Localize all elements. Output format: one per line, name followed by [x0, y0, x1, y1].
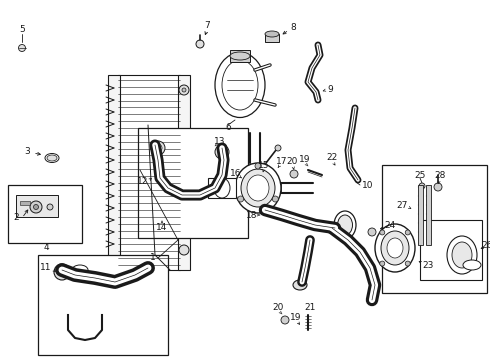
- Text: 18: 18: [246, 211, 258, 220]
- Circle shape: [19, 45, 25, 51]
- Circle shape: [218, 148, 226, 156]
- Circle shape: [419, 183, 425, 189]
- Ellipse shape: [387, 238, 403, 258]
- Circle shape: [47, 204, 53, 210]
- Circle shape: [54, 264, 70, 280]
- Bar: [118, 75, 180, 270]
- Text: 21: 21: [304, 303, 316, 312]
- Text: 6: 6: [225, 123, 231, 132]
- Circle shape: [255, 163, 261, 169]
- Ellipse shape: [45, 153, 59, 162]
- Circle shape: [405, 230, 410, 235]
- Circle shape: [154, 144, 162, 152]
- Text: 27: 27: [396, 201, 408, 210]
- Circle shape: [58, 268, 66, 276]
- Ellipse shape: [230, 52, 250, 60]
- Circle shape: [179, 245, 189, 255]
- Ellipse shape: [265, 31, 279, 37]
- Text: 14: 14: [156, 224, 168, 233]
- Ellipse shape: [235, 163, 281, 213]
- Text: 28: 28: [434, 171, 446, 180]
- Circle shape: [368, 228, 376, 236]
- Circle shape: [179, 85, 189, 95]
- Circle shape: [33, 204, 39, 210]
- Ellipse shape: [463, 260, 481, 270]
- Ellipse shape: [334, 211, 356, 239]
- Circle shape: [380, 261, 385, 266]
- Circle shape: [272, 196, 278, 202]
- Bar: [420, 220, 482, 280]
- Circle shape: [182, 88, 186, 92]
- Bar: [265, 34, 279, 42]
- Text: 10: 10: [362, 180, 374, 189]
- Ellipse shape: [375, 224, 415, 272]
- Circle shape: [238, 196, 244, 202]
- Text: 4: 4: [43, 243, 49, 252]
- Circle shape: [281, 316, 289, 324]
- Text: 17: 17: [276, 158, 288, 166]
- Ellipse shape: [447, 236, 477, 274]
- Text: 25: 25: [415, 171, 426, 180]
- Circle shape: [30, 201, 42, 213]
- Text: 3: 3: [24, 148, 30, 157]
- Text: 22: 22: [326, 153, 338, 162]
- Text: 5: 5: [19, 26, 25, 35]
- Circle shape: [275, 145, 281, 151]
- Ellipse shape: [293, 280, 307, 290]
- Bar: [418, 185, 423, 245]
- Bar: [230, 50, 250, 62]
- Ellipse shape: [47, 155, 57, 161]
- Text: 20: 20: [272, 303, 284, 312]
- Bar: [16, 195, 58, 217]
- Ellipse shape: [222, 60, 258, 110]
- Text: 12: 12: [137, 177, 148, 186]
- Text: 26: 26: [481, 240, 490, 249]
- Circle shape: [215, 145, 229, 159]
- Text: 15: 15: [258, 161, 270, 170]
- Text: 23: 23: [422, 261, 434, 270]
- Text: 16: 16: [230, 168, 242, 177]
- Bar: [38, 255, 168, 355]
- Text: 1: 1: [150, 253, 156, 262]
- Text: 8: 8: [290, 23, 296, 32]
- Ellipse shape: [214, 178, 230, 198]
- Circle shape: [151, 141, 165, 155]
- Circle shape: [290, 170, 298, 178]
- Text: 7: 7: [204, 22, 210, 31]
- Text: 19: 19: [290, 314, 302, 323]
- Text: 9: 9: [327, 85, 333, 94]
- Bar: [8, 185, 82, 243]
- Ellipse shape: [338, 215, 352, 235]
- Ellipse shape: [381, 231, 409, 265]
- Bar: [426, 185, 431, 245]
- Bar: [138, 128, 248, 238]
- Text: 2: 2: [13, 213, 19, 222]
- Circle shape: [434, 183, 442, 191]
- Bar: [108, 75, 120, 270]
- Circle shape: [380, 230, 385, 235]
- Ellipse shape: [452, 242, 472, 268]
- Text: 11: 11: [40, 264, 52, 273]
- Ellipse shape: [72, 265, 88, 275]
- Bar: [20, 201, 30, 205]
- Text: 13: 13: [214, 138, 226, 147]
- Circle shape: [405, 261, 410, 266]
- Ellipse shape: [247, 175, 269, 201]
- Ellipse shape: [215, 53, 265, 117]
- Bar: [178, 75, 190, 270]
- Text: 24: 24: [384, 220, 395, 230]
- Text: 20: 20: [286, 158, 298, 166]
- Text: 19: 19: [299, 156, 311, 165]
- Ellipse shape: [241, 169, 275, 207]
- Circle shape: [196, 40, 204, 48]
- Bar: [208, 178, 236, 198]
- Bar: [382, 165, 487, 293]
